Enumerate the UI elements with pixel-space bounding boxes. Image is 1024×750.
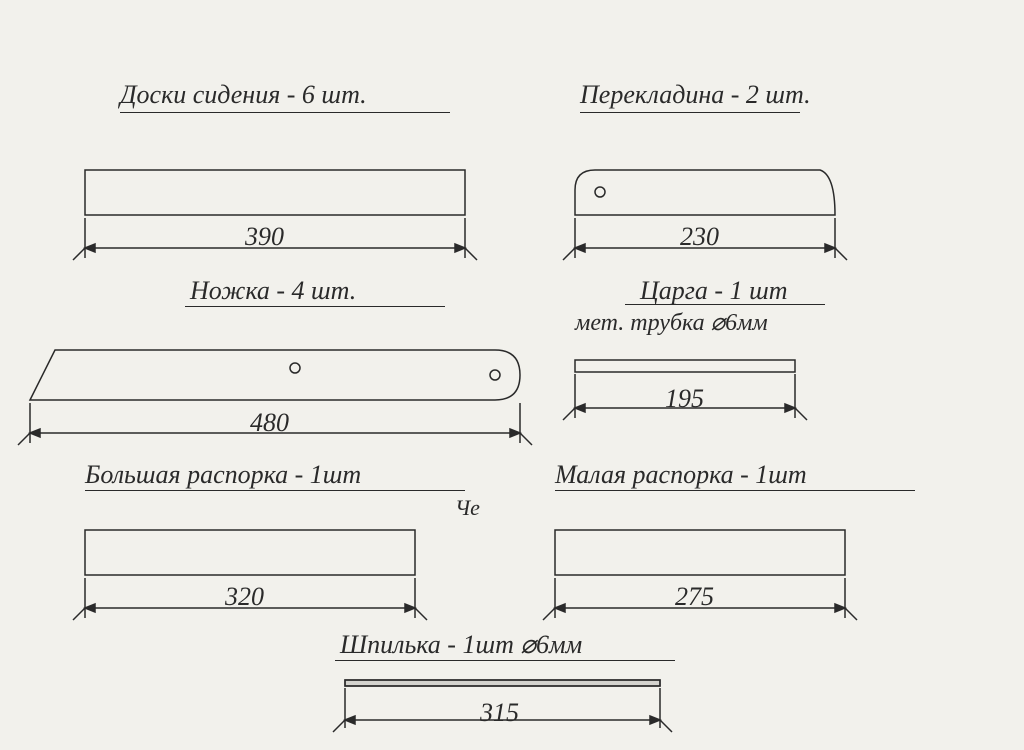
seat-board-shape — [85, 170, 465, 215]
leg-dimline — [18, 403, 532, 445]
pin-shape — [345, 680, 660, 686]
crossbar-dimline — [563, 218, 847, 260]
small-strut-shape — [555, 530, 845, 575]
crossbar-shape — [575, 170, 835, 215]
tsarga-shape — [575, 360, 795, 372]
pin-dimline — [333, 688, 672, 732]
tsarga-dimline — [563, 374, 807, 420]
small-strut-dimline — [543, 578, 857, 620]
big-strut-shape — [85, 530, 415, 575]
seat-board-dimline — [73, 218, 477, 260]
leg-shape — [30, 350, 520, 400]
big-strut-dimline — [73, 578, 427, 620]
technical-drawing — [0, 0, 1024, 750]
